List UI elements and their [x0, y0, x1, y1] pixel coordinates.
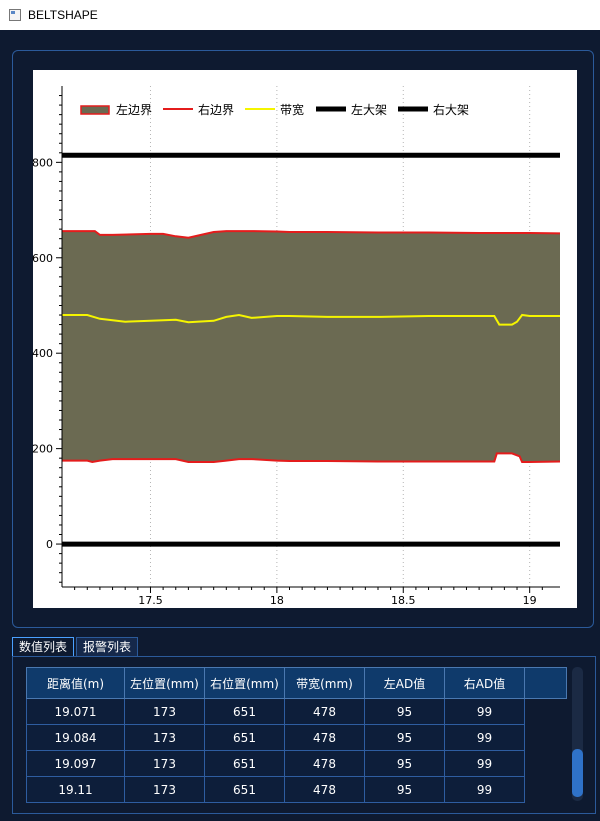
table-row[interactable]: 19.071 173 651 478 95 99	[26, 698, 525, 725]
scrollbar-thumb[interactable]	[572, 749, 583, 797]
table-header-row: 距离值(m) 左位置(mm) 右位置(mm) 带宽(mm) 左AD值 右AD值	[26, 667, 525, 699]
series-line-bandwidth	[62, 313, 560, 326]
table-cell: 173	[124, 776, 205, 803]
table-cell: 19.097	[26, 750, 125, 777]
column-header-bandwidth[interactable]: 带宽(mm)	[284, 667, 365, 699]
table-cell: 95	[364, 724, 445, 751]
y-tick-label: 400	[32, 347, 53, 360]
table-row[interactable]: 19.11 173 651 478 95 99	[26, 776, 525, 803]
table-cell: 173	[124, 724, 205, 751]
y-tick-label: 800	[32, 156, 53, 169]
table-cell: 99	[444, 698, 525, 725]
table-cell: 19.084	[26, 724, 125, 751]
table-cell: 95	[364, 750, 445, 777]
table-cell: 99	[444, 724, 525, 751]
table-cell: 95	[364, 776, 445, 803]
series-line-right-boundary	[62, 230, 561, 239]
title-bar: BELTSHAPE	[0, 0, 600, 30]
x-tick-label: 18.5	[391, 594, 416, 607]
tab-alarm-list[interactable]: 报警列表	[76, 637, 139, 656]
table-cell: 478	[284, 698, 365, 725]
tab-bar: 数值列表 报警列表	[12, 637, 140, 657]
legend-swatch-left-boundary	[80, 105, 110, 115]
x-tick-label: 17.5	[138, 594, 163, 607]
table-cell: 19.11	[26, 776, 125, 803]
table-cell: 19.071	[26, 698, 125, 725]
table-cell: 651	[204, 724, 285, 751]
column-header-distance[interactable]: 距离值(m)	[26, 667, 125, 699]
table-cell: 478	[284, 724, 365, 751]
table-cell: 173	[124, 698, 205, 725]
value-table: 距离值(m) 左位置(mm) 右位置(mm) 带宽(mm) 左AD值 右AD值 …	[26, 667, 525, 803]
x-tick-label: 19	[523, 594, 537, 607]
table-cell: 173	[124, 750, 205, 777]
table-header-filler	[524, 667, 567, 699]
belt-band-fill	[62, 231, 560, 462]
column-header-left-position[interactable]: 左位置(mm)	[124, 667, 205, 699]
y-tick-label: 600	[32, 252, 53, 265]
window-title: BELTSHAPE	[28, 8, 98, 22]
table-cell: 478	[284, 750, 365, 777]
table-cell: 478	[284, 776, 365, 803]
series-line-left-boundary	[62, 452, 561, 464]
table-panel: 距离值(m) 左位置(mm) 右位置(mm) 带宽(mm) 左AD值 右AD值 …	[12, 656, 596, 814]
vertical-scrollbar[interactable]	[572, 667, 583, 801]
table-cell: 651	[204, 698, 285, 725]
legend-label: 左大架	[351, 102, 387, 117]
legend-label: 右边界	[198, 102, 234, 117]
column-header-right-position[interactable]: 右位置(mm)	[204, 667, 285, 699]
table-cell: 95	[364, 698, 445, 725]
table-row[interactable]: 19.084 173 651 478 95 99	[26, 724, 525, 751]
table-cell: 651	[204, 776, 285, 803]
y-tick-label: 0	[46, 538, 53, 551]
table-cell: 99	[444, 750, 525, 777]
column-header-left-ad[interactable]: 左AD值	[364, 667, 445, 699]
table-cell: 651	[204, 750, 285, 777]
table-cell: 99	[444, 776, 525, 803]
legend-label: 带宽	[280, 102, 304, 117]
y-tick-label: 200	[32, 443, 53, 456]
app-icon	[9, 9, 21, 21]
legend-label: 左边界	[116, 102, 152, 117]
table-row[interactable]: 19.097 173 651 478 95 99	[26, 750, 525, 777]
x-tick-label: 18	[270, 594, 284, 607]
table-body: 19.071 173 651 478 95 99 19.084 173 651 478 95 99 19…	[26, 698, 525, 803]
tab-value-list[interactable]: 数值列表	[12, 637, 75, 656]
legend-label: 右大架	[433, 102, 469, 117]
column-header-right-ad[interactable]: 右AD值	[444, 667, 525, 699]
